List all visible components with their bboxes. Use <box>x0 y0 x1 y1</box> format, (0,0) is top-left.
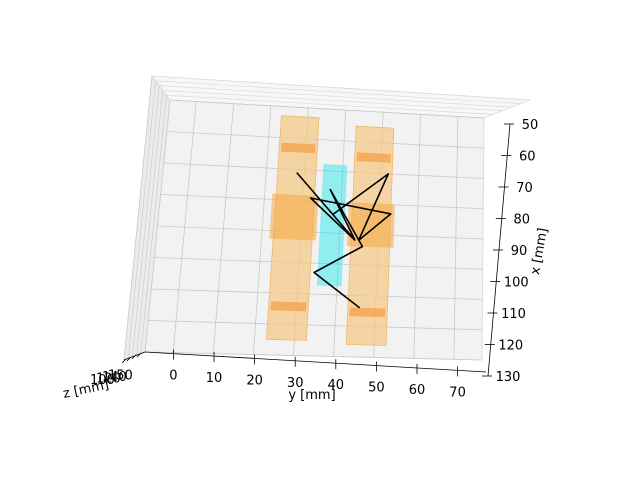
y-tick-label: 40 <box>328 378 345 393</box>
z-tick-label: 140 <box>102 370 127 385</box>
z-tick <box>126 356 132 362</box>
grid-line-x <box>151 288 483 300</box>
x-tick-label: 120 <box>498 339 523 354</box>
depth-grid-line <box>140 95 167 354</box>
right-electrode-band <box>356 152 391 163</box>
z-tick <box>136 352 142 358</box>
center-crystal <box>316 164 348 287</box>
depth-grid-line <box>136 90 164 356</box>
depth-grid-line <box>155 80 521 104</box>
y-tick-label: 30 <box>287 376 304 391</box>
right-electrode-band <box>349 307 386 318</box>
grid-line-y <box>212 103 234 354</box>
depth-grid-line <box>127 80 156 359</box>
y-tick-label: 60 <box>409 383 426 398</box>
grid-line-x <box>169 99 485 119</box>
x-tick-label: 100 <box>504 276 529 291</box>
wire-line <box>296 172 392 309</box>
x-tick-label: 130 <box>496 370 521 385</box>
x-axis: 50 60 70 80 90 100 110 120 130 <box>482 118 538 385</box>
grid-line-y <box>453 116 459 360</box>
plot-objects <box>265 115 395 346</box>
x-tick-label: 110 <box>501 307 526 322</box>
y-tick-label: 20 <box>246 373 263 388</box>
left-electrode-band <box>270 301 307 312</box>
grid-line-y <box>172 101 197 353</box>
wire-path <box>296 172 392 309</box>
z-tick-label: 120 <box>96 372 121 387</box>
x-axis-label: x [mm] <box>528 227 551 276</box>
grid-line-y <box>413 114 421 359</box>
y-axis-label: y [mm] <box>288 388 335 403</box>
x-tick-label: 70 <box>516 181 533 196</box>
grid-line-x <box>166 131 484 149</box>
x-tick-label: 80 <box>513 213 530 228</box>
grid-line-x <box>148 320 483 331</box>
depth-grid-line <box>151 75 531 101</box>
z-tick <box>121 358 127 364</box>
z-tick-label: 150 <box>108 369 133 384</box>
depth-grid-line <box>123 75 153 361</box>
x-tick-label: 60 <box>519 150 536 165</box>
y-axis-line <box>144 351 487 373</box>
left-electrode-band <box>281 142 316 154</box>
y-tick-label: 70 <box>449 385 466 400</box>
y-tick-label: 50 <box>368 381 385 396</box>
depth-grid-line <box>166 94 494 115</box>
depth-grid-line <box>159 85 512 108</box>
z-tick-label: 100 <box>90 373 115 388</box>
left-electrode-bracket <box>269 193 319 241</box>
y-axis: 0 10 20 30 40 50 60 70 <box>144 349 487 400</box>
y-tick-label: 0 <box>169 369 177 384</box>
depth-grid-line <box>162 90 503 112</box>
x-tick-label: 90 <box>511 244 528 259</box>
z-axis-label: z [mm] <box>62 378 111 402</box>
z-tick <box>131 354 137 360</box>
grid-line-y <box>333 110 347 357</box>
grid-line-x <box>144 351 483 361</box>
x-tick-label: 50 <box>522 118 539 133</box>
right-electrode-bracket <box>346 202 395 248</box>
grid-line-y <box>252 105 272 355</box>
depth-grid-line <box>132 85 160 357</box>
y-tick-label: 10 <box>206 371 223 386</box>
